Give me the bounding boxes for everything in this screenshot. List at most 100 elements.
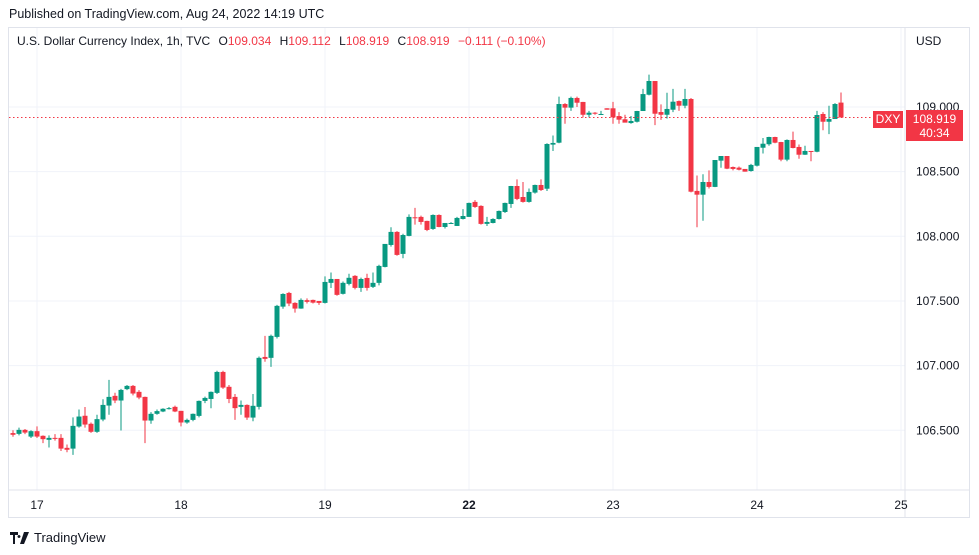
candle-body bbox=[424, 220, 430, 230]
candle bbox=[490, 218, 496, 224]
candle-body bbox=[460, 215, 466, 219]
candle bbox=[538, 179, 544, 192]
candle bbox=[370, 272, 376, 289]
candle-body bbox=[454, 217, 460, 226]
candle bbox=[58, 434, 64, 451]
candle-body bbox=[274, 305, 280, 337]
candle bbox=[694, 175, 700, 228]
candle-body bbox=[586, 112, 592, 115]
candle-body bbox=[694, 190, 700, 195]
candle bbox=[268, 334, 274, 367]
price-tick-label: 106.500 bbox=[916, 423, 960, 437]
candle-body bbox=[388, 231, 394, 245]
candle-body bbox=[730, 166, 736, 169]
candle-body bbox=[220, 371, 226, 388]
candle-body bbox=[52, 437, 58, 439]
low-label: L bbox=[339, 34, 346, 48]
candle bbox=[802, 145, 808, 155]
candle-body bbox=[640, 94, 646, 112]
candle bbox=[742, 168, 748, 172]
candle bbox=[808, 150, 814, 162]
candle bbox=[94, 414, 100, 433]
candle-body bbox=[34, 431, 40, 437]
candle-body bbox=[118, 389, 124, 401]
open-label: O bbox=[218, 34, 228, 48]
time-axis: 17 18 19 22 23 24 25 bbox=[30, 498, 908, 512]
candle bbox=[100, 399, 106, 422]
candle-body bbox=[184, 419, 190, 423]
candle bbox=[172, 405, 178, 413]
candle-body bbox=[124, 385, 130, 390]
candle bbox=[544, 143, 550, 192]
candle-body bbox=[226, 386, 232, 399]
candle-body bbox=[94, 419, 100, 432]
candle-body bbox=[574, 97, 580, 103]
candle bbox=[688, 97, 694, 193]
candle bbox=[532, 184, 538, 194]
candle-body bbox=[28, 431, 34, 437]
candle bbox=[448, 222, 454, 224]
candle-body bbox=[400, 235, 406, 254]
candle-body bbox=[244, 404, 250, 418]
candle-body bbox=[670, 101, 676, 110]
candle bbox=[754, 146, 760, 167]
candle-body bbox=[712, 160, 718, 187]
candle bbox=[292, 302, 298, 313]
candle bbox=[472, 200, 478, 208]
candle-body bbox=[490, 218, 496, 223]
candle bbox=[586, 110, 592, 118]
candle-body bbox=[658, 112, 664, 115]
candle bbox=[592, 112, 598, 115]
candle-body bbox=[142, 396, 148, 421]
candle bbox=[376, 264, 382, 286]
candle-body bbox=[376, 265, 382, 283]
candle-body bbox=[436, 214, 442, 227]
candle-body bbox=[46, 437, 52, 440]
candle bbox=[328, 272, 334, 289]
currency-label: USD bbox=[916, 34, 942, 48]
candle bbox=[616, 112, 622, 124]
candle bbox=[736, 166, 742, 171]
open-value: 109.034 bbox=[227, 34, 272, 48]
candle bbox=[358, 277, 364, 292]
candle-body bbox=[652, 81, 658, 114]
published-caption: Published on TradingView.com, Aug 24, 20… bbox=[9, 7, 325, 21]
candle-body bbox=[232, 396, 238, 409]
candle-body bbox=[796, 146, 802, 155]
candle bbox=[496, 210, 502, 220]
footer-logo[interactable]: TradingView bbox=[10, 530, 106, 545]
candle-body bbox=[820, 113, 826, 122]
candle bbox=[514, 179, 520, 201]
price-tick-label: 108.000 bbox=[916, 229, 960, 243]
candle bbox=[712, 160, 718, 188]
candle-body bbox=[40, 435, 46, 440]
candle-body bbox=[304, 300, 310, 302]
candle-body bbox=[784, 139, 790, 160]
candle bbox=[262, 335, 268, 362]
candle bbox=[670, 88, 676, 113]
candle-body bbox=[352, 275, 358, 288]
time-tick-label: 22 bbox=[462, 498, 476, 512]
candle bbox=[484, 216, 490, 226]
candle-body bbox=[466, 202, 472, 217]
candle bbox=[784, 139, 790, 162]
candle bbox=[652, 81, 658, 126]
candle bbox=[562, 103, 568, 124]
candle bbox=[550, 135, 556, 151]
candle bbox=[226, 384, 232, 404]
candle-body bbox=[298, 299, 304, 309]
candle-body bbox=[292, 302, 298, 309]
ohlc-legend: U.S. Dollar Currency Index, 1h, TVC O109… bbox=[17, 34, 546, 48]
candle-body bbox=[664, 108, 670, 115]
candle bbox=[196, 400, 202, 418]
candle bbox=[64, 444, 70, 453]
candle-body bbox=[172, 406, 178, 412]
candle bbox=[796, 144, 802, 159]
candle bbox=[682, 88, 688, 109]
chart-frame[interactable] bbox=[8, 27, 970, 518]
candle-body bbox=[778, 142, 784, 160]
candle bbox=[826, 105, 832, 135]
candle bbox=[610, 101, 616, 124]
candle-body bbox=[748, 164, 754, 172]
